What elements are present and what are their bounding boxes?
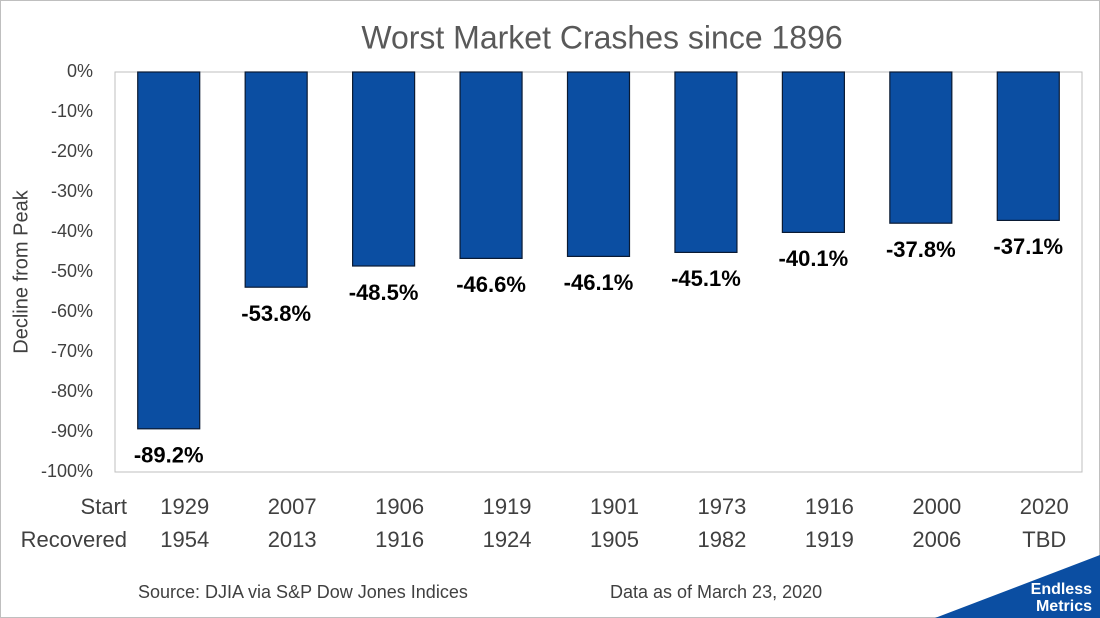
y-tick-label: -20% [51,141,93,161]
data-label: -89.2% [134,443,204,468]
data-label: -45.1% [671,266,741,291]
data-label: -46.6% [456,272,526,297]
x-tick-label: 1929 [160,494,209,519]
data-label: -48.5% [349,280,419,305]
data-note: Data as of March 23, 2020 [610,582,822,602]
bar [352,71,416,267]
data-label: -37.1% [993,234,1063,259]
x-tick-label: 1905 [590,527,639,552]
x-tick-label: 2006 [912,527,961,552]
chart-title: Worst Market Crashes since 1896 [361,19,842,55]
row-label: Start [81,494,127,519]
logo-text: Endless [1031,581,1092,598]
bar [244,71,308,288]
bar [137,71,201,430]
logo-shape [935,555,1100,618]
x-tick-label: 2020 [1020,494,1069,519]
y-tick-label: -30% [51,181,93,201]
bar [459,71,523,259]
data-label: -37.8% [886,237,956,262]
y-tick-label: -90% [51,421,93,441]
bar [781,71,845,233]
x-tick-label: 1916 [805,494,854,519]
data-label: -40.1% [779,246,849,271]
bar [889,71,953,224]
bar [566,71,631,257]
x-tick-label: 1973 [697,494,746,519]
y-tick-label: -40% [51,221,93,241]
data-label: -53.8% [241,301,311,326]
y-axis-label: Decline from Peak [10,189,32,353]
y-tick-label: 0% [67,61,93,81]
y-tick-label: -10% [51,101,93,121]
x-tick-label: 1916 [375,527,424,552]
x-tick-label: 1901 [590,494,639,519]
x-tick-label: 2000 [912,494,961,519]
logo-text: Metrics [1036,598,1092,615]
x-tick-label: 2013 [268,527,317,552]
data-label: -46.1% [564,270,634,295]
y-tick-label: -100% [41,461,93,481]
x-tick-label: 1919 [805,527,854,552]
y-tick-label: -50% [51,261,93,281]
x-tick-label: 1919 [483,494,532,519]
x-tick-label: 1954 [160,527,209,552]
row-label: Recovered [21,527,127,552]
y-tick-label: -80% [51,381,93,401]
y-tick-label: -70% [51,341,93,361]
x-tick-label: 1982 [697,527,746,552]
x-tick-label: 1906 [375,494,424,519]
bar [996,71,1060,221]
x-tick-label: TBD [1022,527,1066,552]
bar [674,71,738,253]
x-tick-label: 2007 [268,494,317,519]
x-tick-label: 1924 [483,527,532,552]
source-note: Source: DJIA via S&P Dow Jones Indices [138,582,468,602]
y-tick-label: -60% [51,301,93,321]
